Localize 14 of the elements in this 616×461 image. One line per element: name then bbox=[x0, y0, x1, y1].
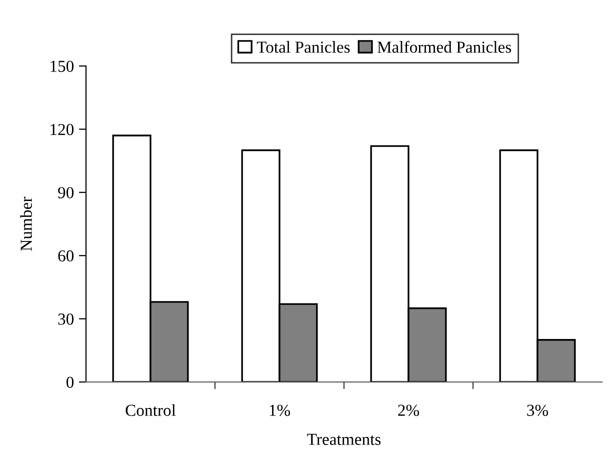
y-tick-label: 60 bbox=[58, 250, 74, 262]
x-tick-label: 2% bbox=[398, 404, 420, 416]
x-axis-title: Treatments bbox=[307, 434, 381, 445]
y-tick-label: 150 bbox=[50, 60, 74, 72]
y-tick-label: 120 bbox=[50, 124, 74, 136]
x-tick-label: 1% bbox=[270, 404, 290, 416]
legend-label: Malformed Panicles bbox=[377, 40, 512, 53]
y-axis-title: Number bbox=[20, 196, 32, 251]
y-tick-label: 30 bbox=[58, 314, 74, 325]
legend-label: Total Panicles bbox=[256, 41, 350, 53]
y-tick-label: 0 bbox=[66, 376, 74, 388]
x-tick-label: 3% bbox=[527, 404, 548, 416]
x-tick-label: Control bbox=[126, 404, 176, 416]
y-tick-label: 90 bbox=[58, 187, 74, 198]
